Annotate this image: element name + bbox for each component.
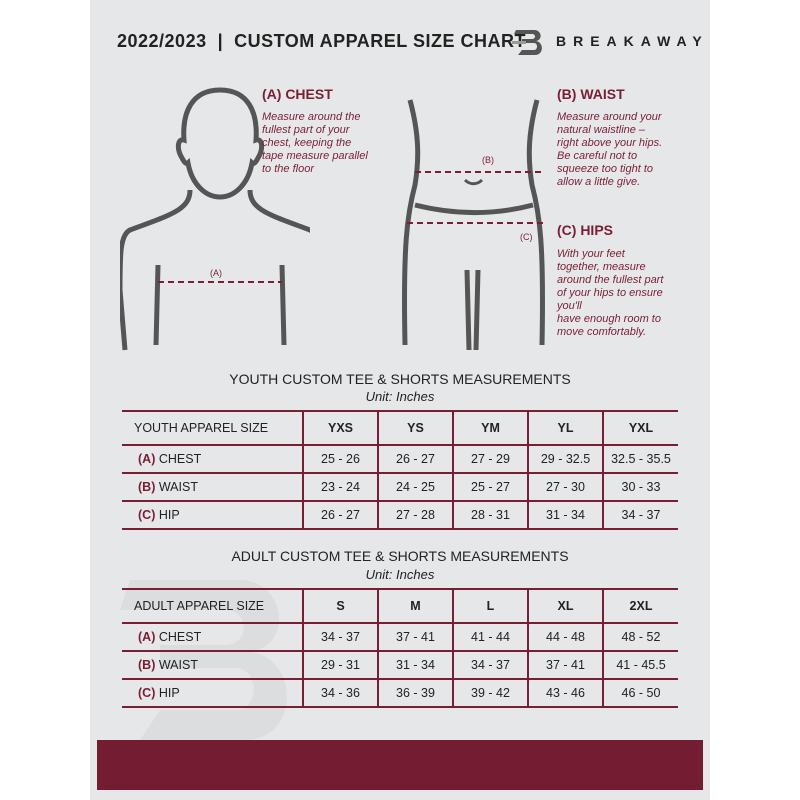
measure-label: (C) HIP [122,678,303,708]
size-header: M [377,588,453,624]
measure-code: (B) [138,480,156,494]
table-cell: 27 - 30 [527,472,603,502]
table-row: (A) CHEST 25 - 26 26 - 27 27 - 29 29 - 32.5 3… [122,444,678,474]
table-header-row: ADULT APPAREL SIZE S M L XL 2XL [122,588,678,624]
size-header: L [452,588,528,624]
table-row: (C) HIP 26 - 27 27 - 28 28 - 31 31 - 34 34 - … [122,500,678,530]
measure-label: (A) CHEST [122,444,303,474]
measure-code: (A) [138,452,156,466]
table-cell: 25 - 27 [452,472,528,502]
table-cell: 26 - 27 [302,500,378,530]
hips-description: With your feet together, measure around th… [557,248,664,338]
table-cell: 39 - 42 [452,678,528,708]
table-header-row: YOUTH APPAREL SIZE YXS YS YM YL YXL [122,410,678,446]
measure-name: HIP [158,508,180,522]
measure-label: (C) HIP [122,500,303,530]
footer-bar [97,740,703,790]
table-cell: 27 - 28 [377,500,453,530]
table-cell: 24 - 25 [377,472,453,502]
table-row: (B) WAIST 29 - 31 31 - 34 34 - 37 37 - 41 41 … [122,650,678,680]
size-header: XL [527,588,603,624]
measure-label: (B) WAIST [122,650,303,680]
measure-name: CHEST [158,630,202,644]
table-cell: 27 - 29 [452,444,528,474]
table-cell: 36 - 39 [377,678,453,708]
table-cell: 25 - 26 [302,444,378,474]
table-row: (C) HIP 34 - 36 36 - 39 39 - 42 43 - 46 46 - … [122,678,678,708]
measure-name: HIP [158,686,180,700]
table-cell: 23 - 24 [302,472,378,502]
adult-table-title: ADULT CUSTOM TEE & SHORTS MEASUREMENTS [231,548,569,564]
table-cell: 32.5 - 35.5 [602,444,678,474]
hip-marker: (C) [520,232,533,242]
table-cell: 31 - 34 [377,650,453,680]
size-header: YXL [602,410,678,446]
upper-body-figure [120,87,310,351]
table-cell: 46 - 50 [602,678,678,708]
size-header: 2XL [602,588,678,624]
waist-heading: (B) WAIST [557,86,625,102]
table-cell: 34 - 37 [302,622,378,652]
size-label-header: ADULT APPAREL SIZE [122,588,303,624]
table-cell: 48 - 52 [602,622,678,652]
measure-label: (A) CHEST [122,622,303,652]
measure-code: (B) [138,658,156,672]
lower-body-figure [401,99,546,351]
table-cell: 34 - 37 [452,650,528,680]
table-cell: 37 - 41 [527,650,603,680]
table-row: (B) WAIST 23 - 24 24 - 25 25 - 27 27 - 30 30 … [122,472,678,502]
youth-unit: Unit: Inches [365,389,435,404]
table-cell: 29 - 31 [302,650,378,680]
table-cell: 44 - 48 [527,622,603,652]
size-header: YS [377,410,453,446]
table-cell: 29 - 32.5 [527,444,603,474]
chest-description: Measure around the fullest part of your ch… [262,111,368,175]
measure-code: (A) [138,630,156,644]
measure-name: CHEST [158,452,202,466]
page-title: 2022/2023 | CUSTOM APPAREL SIZE CHART [117,31,526,51]
table-cell: 30 - 33 [602,472,678,502]
size-header: S [302,588,378,624]
size-header: YM [452,410,528,446]
brand-name: BREAKAWAY [556,33,709,49]
measure-name: WAIST [158,480,198,494]
size-header: YXS [302,410,378,446]
table-cell: 37 - 41 [377,622,453,652]
youth-table-title: YOUTH CUSTOM TEE & SHORTS MEASUREMENTS [229,371,571,387]
youth-size-table: YOUTH APPAREL SIZE YXS YS YM YL YXL (A) CHEST 2… [122,410,678,530]
chest-heading: (A) CHEST [262,86,333,102]
table-cell: 28 - 31 [452,500,528,530]
size-label-header: YOUTH APPAREL SIZE [122,410,303,446]
table-cell: 31 - 34 [527,500,603,530]
table-cell: 34 - 37 [602,500,678,530]
table-cell: 43 - 46 [527,678,603,708]
table-cell: 26 - 27 [377,444,453,474]
measure-code: (C) [138,686,156,700]
size-header: YL [527,410,603,446]
measure-name: WAIST [158,658,198,672]
breakaway-logo-icon [512,30,542,55]
adult-size-table: ADULT APPAREL SIZE S M L XL 2XL (A) CHEST 34 - … [122,588,678,708]
table-cell: 41 - 45.5 [602,650,678,680]
chest-marker: (A) [210,268,222,278]
table-cell: 41 - 44 [452,622,528,652]
adult-unit: Unit: Inches [365,567,435,582]
waist-description: Measure around your natural waistline – ri… [557,111,663,188]
hips-heading: (C) HIPS [557,222,613,238]
table-row: (A) CHEST 34 - 37 37 - 41 41 - 44 44 - 48 48 … [122,622,678,652]
waist-marker: (B) [482,155,494,165]
table-cell: 34 - 36 [302,678,378,708]
measure-label: (B) WAIST [122,472,303,502]
measure-code: (C) [138,508,156,522]
